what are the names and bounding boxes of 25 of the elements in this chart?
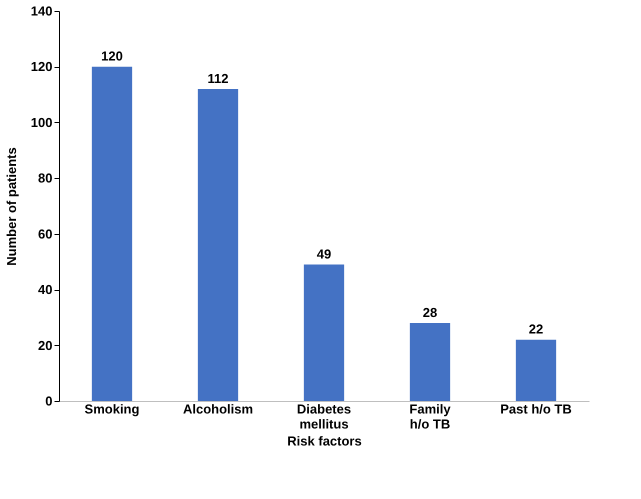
data-label: 22 [528, 322, 544, 337]
bar [516, 340, 556, 401]
y-tick-label: 80 [38, 170, 52, 186]
y-tick-label: 0 [45, 394, 52, 408]
x-tick-label: Diabetes mellitus [296, 402, 352, 432]
bar [92, 66, 132, 401]
x-axis-title: Risk factors [287, 434, 362, 448]
x-tick-label: Alcoholism [182, 402, 254, 416]
x-tick-label: Family h/o TB [409, 402, 452, 432]
bar [304, 264, 344, 401]
bar [198, 89, 238, 401]
data-label: 112 [208, 71, 228, 86]
bar [410, 323, 450, 401]
y-tick-label: 60 [38, 226, 52, 242]
data-label: 28 [422, 305, 438, 320]
x-tick-label: Smoking [84, 402, 140, 416]
data-label: 120 [101, 48, 123, 64]
y-tick-label: 140 [30, 4, 52, 18]
y-tick-label: 40 [38, 282, 52, 298]
y-tick-label: 120 [30, 59, 52, 74]
y-tick-label: 100 [30, 114, 52, 130]
y-axis-title: Number of patients [4, 147, 19, 266]
x-tick-label: Past h/o TB [500, 402, 572, 416]
data-label: 49 [316, 246, 332, 262]
y-tick-label: 20 [38, 338, 52, 353]
